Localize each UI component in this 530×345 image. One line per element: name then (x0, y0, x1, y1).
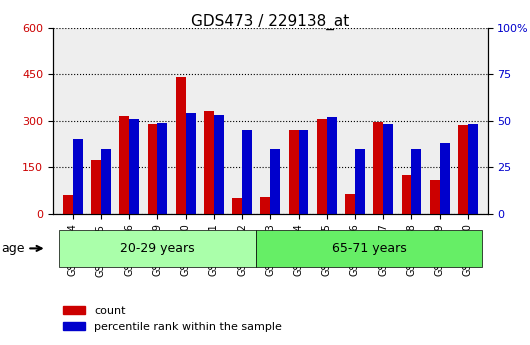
Text: age: age (1, 242, 41, 255)
Bar (411, 149, 421, 214)
Bar (232, 198, 242, 214)
Bar (101, 149, 111, 214)
Text: 20-29 years: 20-29 years (120, 242, 195, 255)
FancyBboxPatch shape (59, 230, 256, 267)
Bar (147, 124, 157, 214)
Bar (242, 130, 252, 214)
Bar (157, 122, 167, 214)
FancyBboxPatch shape (256, 230, 482, 267)
Bar (373, 122, 383, 214)
Bar (63, 195, 73, 214)
Bar (129, 119, 139, 214)
Bar (402, 175, 411, 214)
Bar (317, 119, 326, 214)
Bar (214, 115, 224, 214)
Bar (73, 139, 83, 214)
Bar (298, 130, 308, 214)
Bar (176, 77, 186, 214)
Bar (430, 180, 439, 214)
Bar (439, 143, 449, 214)
Text: GDS473 / 229138_at: GDS473 / 229138_at (191, 14, 349, 30)
Text: 65-71 years: 65-71 years (332, 242, 407, 255)
Bar (355, 149, 365, 214)
Bar (345, 194, 355, 214)
Bar (91, 159, 101, 214)
Bar (458, 125, 468, 214)
Bar (204, 111, 214, 214)
Bar (119, 116, 129, 214)
Bar (260, 197, 270, 214)
Bar (270, 149, 280, 214)
Legend: count, percentile rank within the sample: count, percentile rank within the sample (58, 302, 286, 336)
Bar (186, 113, 196, 214)
Bar (289, 130, 298, 214)
Bar (326, 117, 337, 214)
Bar (468, 125, 478, 214)
Bar (383, 125, 393, 214)
